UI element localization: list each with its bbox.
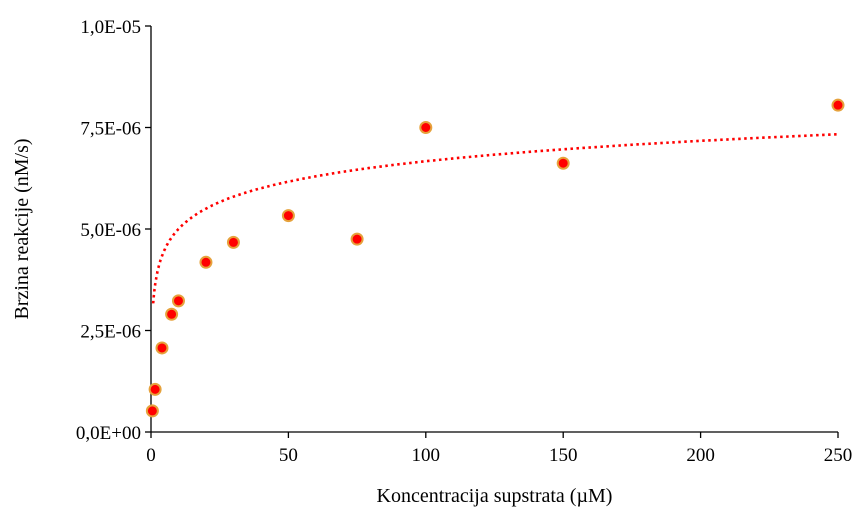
data-point xyxy=(165,307,179,321)
x-tick-label: 0 xyxy=(146,445,156,466)
trendline xyxy=(151,133,838,304)
data-point xyxy=(226,235,240,249)
data-point xyxy=(148,382,162,396)
data-point xyxy=(419,121,433,134)
data-points xyxy=(145,98,845,418)
data-point xyxy=(199,255,213,269)
data-point xyxy=(831,98,845,112)
trendline-layer xyxy=(151,133,838,304)
x-tick-label: 200 xyxy=(686,445,715,466)
data-point xyxy=(556,156,570,170)
data-point xyxy=(145,404,159,418)
y-tick-label: 1,0E-05 xyxy=(80,17,141,38)
y-tick-label: 0,0E+00 xyxy=(76,423,141,444)
y-axis-title: Brzina reakcije (nM/s) xyxy=(11,138,33,319)
data-point xyxy=(281,209,295,223)
x-tick-label: 100 xyxy=(412,445,441,466)
x-tick-label: 50 xyxy=(279,445,298,466)
x-axis-title: Koncentracija supstrata (µM) xyxy=(377,485,613,507)
data-point xyxy=(350,232,364,246)
y-tick-label: 5,0E-06 xyxy=(80,220,141,241)
tick-labels: 0,0E+00 2,5E-06 5,0E-06 7,5E-06 1,0E-05 0 50 10… xyxy=(76,17,852,466)
x-tick-label: 250 xyxy=(824,445,853,466)
data-point xyxy=(171,294,185,308)
y-tick-label: 7,5E-06 xyxy=(80,119,141,140)
axes xyxy=(145,25,839,438)
data-point xyxy=(155,341,169,355)
x-tick-label: 150 xyxy=(549,445,578,466)
y-tick-label: 2,5E-06 xyxy=(80,322,141,343)
